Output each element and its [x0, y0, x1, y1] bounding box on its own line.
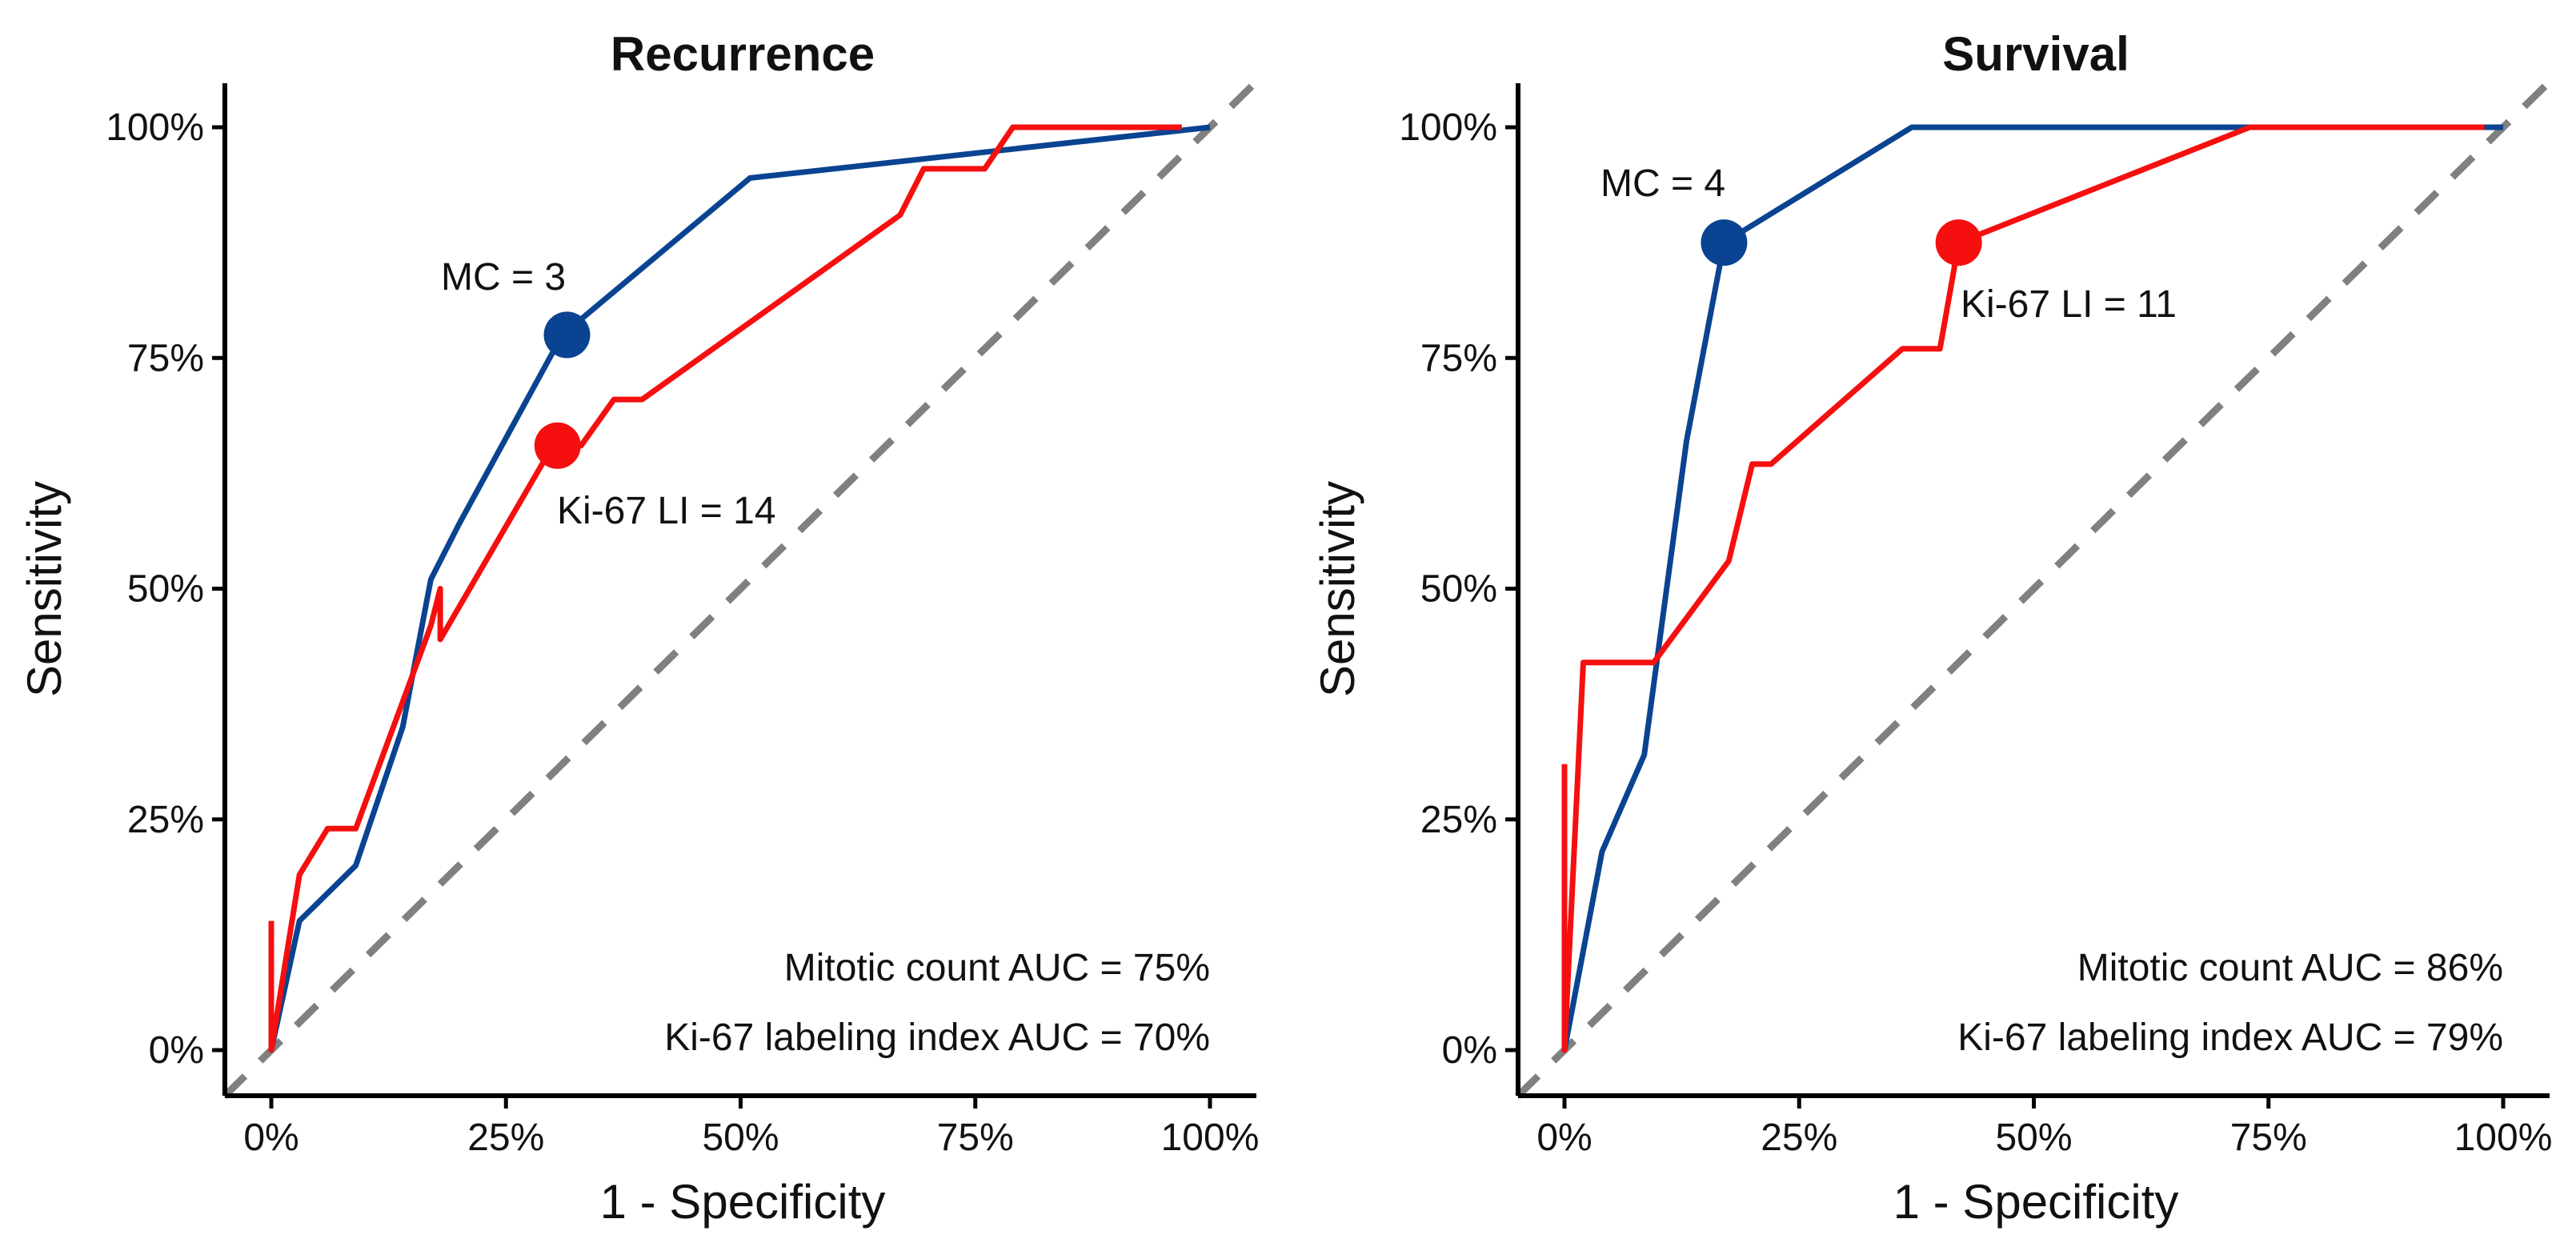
tick-layer: 0% 0% 25% 25% 50% 50% 75% 75% 100% 100%	[106, 106, 1259, 1159]
chart-title: Survival	[1942, 27, 2129, 81]
y-tick-label: 75%	[1420, 337, 1497, 379]
x-tick-label: 25%	[467, 1117, 544, 1159]
x-tick-label: 50%	[1995, 1117, 2072, 1159]
y-tick-label: 75%	[127, 337, 204, 379]
y-tick-label: 25%	[127, 799, 204, 841]
mitotic-count-roc-line	[268, 124, 1211, 1051]
y-tick-label: 0%	[1442, 1029, 1497, 1072]
mc-cutpoint-marker	[1701, 219, 1748, 267]
mitotic-count-auc: Mitotic count AUC = 75%	[784, 947, 1210, 989]
ki67-auc: Ki-67 labeling index AUC = 70%	[664, 1016, 1210, 1059]
ki67-cutpoint-marker	[534, 422, 581, 469]
y-tick-label: 25%	[1420, 799, 1497, 841]
y-tick-label: 0%	[149, 1029, 204, 1072]
x-tick-label: 50%	[702, 1117, 779, 1159]
y-tick-label: 50%	[127, 568, 204, 611]
y-tick-label: 100%	[1399, 106, 1497, 149]
reference-diagonal	[222, 78, 1260, 1099]
chart-title: Recurrence	[611, 27, 875, 81]
mc-cutpoint-label: MC = 3	[441, 256, 566, 299]
x-tick-label: 100%	[1161, 1117, 1260, 1159]
x-tick-label: 75%	[2230, 1117, 2307, 1159]
y-tick-label: 100%	[106, 106, 204, 149]
x-tick-label: 0%	[243, 1117, 298, 1159]
tick-layer: 0% 0% 25% 25% 50% 50% 75% 75% 100% 100%	[1399, 106, 2552, 1159]
x-axis-label: 1 - Specificity	[600, 1175, 886, 1229]
ki67-cutpoint-label: Ki-67 LI = 11	[1961, 283, 2177, 326]
survival-panel: Survival Sensitivity 1 - Specificity 0%0…	[1311, 27, 2553, 1229]
x-tick-label: 0%	[1536, 1117, 1592, 1159]
ki67-cutpoint-label: Ki-67 LI = 14	[557, 490, 776, 532]
y-tick-label: 50%	[1420, 568, 1497, 611]
mitotic-count-auc: Mitotic count AUC = 86%	[2077, 947, 2503, 989]
ki67-cutpoint-marker	[1935, 219, 1982, 267]
y-axis-label: Sensitivity	[1311, 481, 1364, 697]
x-tick-label: 25%	[1761, 1117, 1837, 1159]
y-axis-label: Sensitivity	[18, 481, 71, 697]
x-axis-label: 1 - Specificity	[1893, 1175, 2179, 1229]
recurrence-panel: Recurrence Sensitivity 1 - Specificity 0…	[18, 27, 1260, 1229]
mc-cutpoint-marker	[543, 311, 591, 359]
mitotic-count-roc-line	[1561, 124, 2503, 1051]
x-tick-label: 100%	[2454, 1117, 2553, 1159]
ki67-auc: Ki-67 labeling index AUC = 79%	[1957, 1016, 2503, 1059]
ki67-roc-line	[1561, 124, 2485, 1053]
x-tick-label: 75%	[937, 1117, 1014, 1159]
reference-diagonal	[1515, 78, 2553, 1099]
mc-cutpoint-label: MC = 4	[1600, 162, 1725, 205]
